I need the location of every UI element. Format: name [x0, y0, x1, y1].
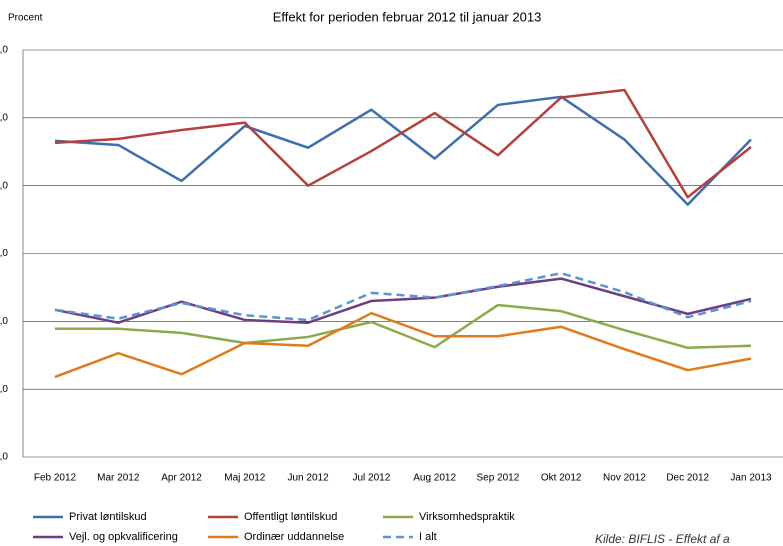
x-tick-label: Jan 2013: [730, 473, 772, 484]
series-line: [54, 277, 752, 324]
legend-label: I alt: [419, 531, 437, 543]
series-line: [54, 311, 752, 379]
x-tick-label: Jul 2012: [352, 473, 390, 484]
y-axis-label: Procent: [8, 13, 43, 24]
x-tick-label: Feb 2012: [34, 473, 77, 484]
x-tick-label: Jun 2012: [288, 473, 330, 484]
legend-label: Virksomhedspraktik: [419, 511, 515, 523]
y-tick-label: 40,0: [0, 180, 8, 191]
legend-label: Ordinær uddannelse: [244, 531, 344, 543]
y-tick-label: 0,0: [0, 452, 8, 463]
x-tick-label: Okt 2012: [541, 473, 582, 484]
legend-label: Privat løntilskud: [69, 511, 147, 523]
y-tick-label: 20,0: [0, 316, 8, 327]
legend-label: Vejl. og opkvalificering: [69, 531, 178, 543]
series-line: [55, 303, 752, 350]
series-line: [54, 88, 752, 199]
source-note: Kilde: BIFLIS - Effekt af a: [595, 532, 730, 546]
series-line: [54, 95, 752, 206]
legend: Privat løntilskud Offentligt løntilskud Vi…: [33, 511, 515, 543]
y-tick-label: 30,0: [0, 248, 8, 259]
x-tick-label: Mar 2012: [97, 473, 140, 484]
y-tick-label: 50,0: [0, 112, 8, 123]
chart-title: Effekt for perioden februar 2012 til jan…: [273, 9, 542, 24]
x-tick-label: Nov 2012: [603, 473, 646, 484]
series-line: [54, 271, 752, 322]
x-tick-label: Apr 2012: [161, 473, 202, 484]
x-tick-label: Dec 2012: [666, 473, 709, 484]
x-tick-label: Sep 2012: [476, 473, 519, 484]
x-tick-label: Aug 2012: [413, 473, 456, 484]
x-tick-label: Maj 2012: [224, 473, 266, 484]
legend-label: Offentligt løntilskud: [244, 511, 337, 523]
y-tick-label: 60,0: [0, 45, 8, 56]
y-tick-label: 10,0: [0, 384, 8, 395]
